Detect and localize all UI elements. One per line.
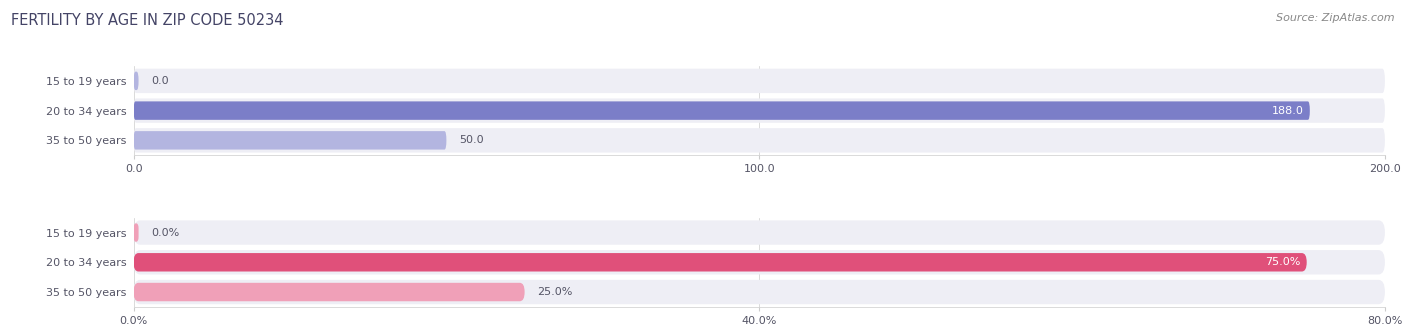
Text: 188.0: 188.0	[1271, 106, 1303, 116]
Text: 0.0%: 0.0%	[150, 228, 180, 238]
FancyBboxPatch shape	[134, 283, 524, 301]
FancyBboxPatch shape	[134, 69, 1385, 93]
FancyBboxPatch shape	[134, 72, 139, 90]
FancyBboxPatch shape	[134, 253, 1306, 272]
FancyBboxPatch shape	[134, 220, 1385, 245]
Text: 0.0: 0.0	[150, 76, 169, 86]
FancyBboxPatch shape	[134, 131, 447, 149]
Text: Source: ZipAtlas.com: Source: ZipAtlas.com	[1277, 13, 1395, 23]
FancyBboxPatch shape	[134, 280, 1385, 304]
Text: 25.0%: 25.0%	[537, 287, 572, 297]
FancyBboxPatch shape	[134, 128, 1385, 152]
FancyBboxPatch shape	[134, 250, 1385, 275]
FancyBboxPatch shape	[134, 101, 1310, 120]
Text: 75.0%: 75.0%	[1265, 257, 1301, 267]
FancyBboxPatch shape	[134, 98, 1385, 123]
Text: 50.0: 50.0	[458, 135, 484, 145]
FancyBboxPatch shape	[134, 223, 139, 242]
Text: FERTILITY BY AGE IN ZIP CODE 50234: FERTILITY BY AGE IN ZIP CODE 50234	[11, 13, 284, 28]
